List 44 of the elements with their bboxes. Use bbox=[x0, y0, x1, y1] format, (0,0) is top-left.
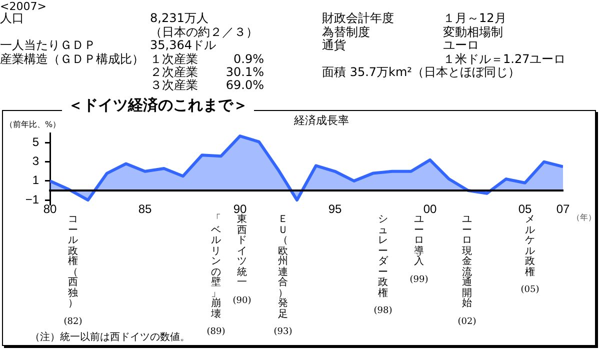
x-tick-label: 07 bbox=[556, 202, 570, 216]
text: （注）統一以前は西ドイツの数値。 bbox=[30, 331, 190, 344]
x-tick-label: 00 bbox=[423, 202, 437, 216]
text: 8,231万人 bbox=[150, 11, 208, 25]
x-axis-title: （年） bbox=[572, 212, 596, 224]
text: ユーロ bbox=[443, 38, 479, 52]
y-tick-label: 5 bbox=[32, 135, 40, 150]
x-tick-label: 05 bbox=[518, 202, 532, 216]
text: シュレーダー政権 (98) bbox=[374, 214, 392, 316]
text: コール政権（西独） (82) bbox=[64, 214, 82, 326]
text: １次産業 bbox=[150, 52, 198, 66]
text: 「ベルリンの壁」崩壊 (89) bbox=[206, 214, 226, 337]
text: 東西ドイツ統一 (90) bbox=[232, 214, 252, 306]
chart-subtitle: 経済成長率 bbox=[294, 114, 349, 127]
text: ３次産業 bbox=[150, 78, 198, 92]
text: 30.1% bbox=[226, 65, 264, 79]
text: ユーロ導入 (99) bbox=[410, 214, 428, 284]
y-tick-label: −1 bbox=[25, 192, 40, 206]
text: メルケル政権 (05) bbox=[520, 214, 540, 295]
text: 財政会計年度 bbox=[322, 11, 394, 25]
y-tick-label: 1 bbox=[32, 173, 40, 188]
text: 0.9% bbox=[234, 52, 264, 66]
chart-title: ＜ドイツ経済のこれまで＞ bbox=[62, 95, 254, 115]
text: 変動相場制 bbox=[443, 25, 503, 39]
text: １米ドル＝1.27ユーロ bbox=[443, 52, 566, 66]
x-tick-label: 85 bbox=[138, 202, 152, 216]
y-tick-label: 3 bbox=[32, 154, 40, 168]
text: ＥＵ（欧州連合）発足 (93) bbox=[274, 214, 292, 337]
text: 69.0% bbox=[226, 78, 264, 92]
text: （日本の約２／３） bbox=[150, 25, 258, 39]
x-tick-label: 95 bbox=[328, 202, 342, 216]
text: 人口 bbox=[0, 11, 24, 25]
text: ２次産業 bbox=[150, 65, 198, 79]
text: 面積 35.7万km²（日本とほぼ同じ） bbox=[322, 65, 520, 79]
text: ユーロ現金流通開始 (02) bbox=[458, 214, 476, 326]
text: １月～12月 bbox=[443, 11, 506, 25]
text: 一人当たりＧＤＰ bbox=[0, 38, 96, 52]
text: 35,364ドル bbox=[150, 38, 216, 52]
y-axis-title: （前年比、%） bbox=[5, 120, 61, 129]
x-tick-label: 80 bbox=[43, 202, 57, 216]
text: 為替制度 bbox=[322, 25, 370, 39]
text: 産業構造（ＧＤＰ構成比） bbox=[0, 52, 144, 66]
text: <2007> bbox=[0, 0, 46, 13]
text: 通貨 bbox=[322, 38, 346, 52]
